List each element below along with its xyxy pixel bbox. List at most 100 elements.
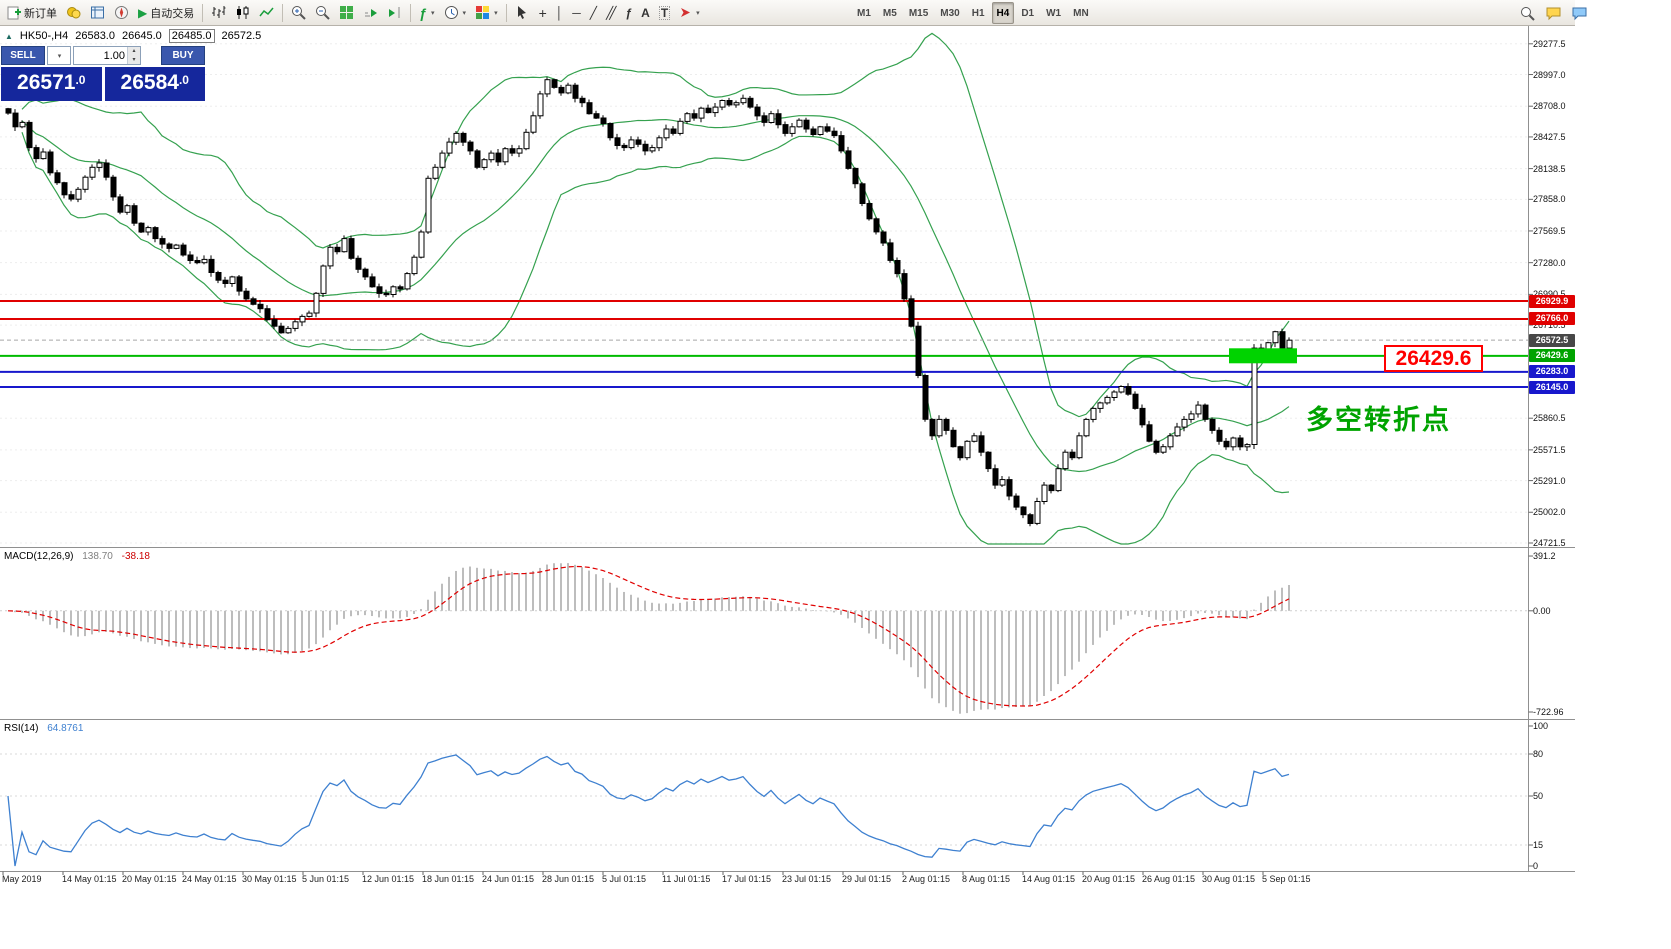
toolbar-right-group	[1516, 2, 1591, 24]
tile-windows-button[interactable]	[335, 2, 358, 24]
autotrading-button[interactable]: ▶ 自动交易	[134, 2, 198, 24]
buy-button[interactable]: BUY	[161, 46, 205, 65]
crosshair-button[interactable]: +	[535, 2, 551, 24]
sell-price-frac: .0	[75, 73, 86, 87]
data-window-icon	[91, 6, 104, 19]
navigator-icon	[115, 6, 128, 19]
bar-chart-button[interactable]	[207, 2, 230, 24]
notifications-button[interactable]	[1568, 2, 1591, 24]
zoom-in-icon	[292, 6, 306, 20]
line-chart-icon	[259, 7, 274, 17]
periods-button[interactable]: ▾	[440, 2, 471, 24]
toolbar-separator	[282, 3, 284, 22]
templates-icon	[476, 6, 490, 19]
new-order-button[interactable]: 新订单	[3, 2, 61, 24]
timeframe-m30[interactable]: M30	[940, 7, 960, 19]
vertical-line-icon: │	[555, 5, 564, 20]
timeframe-h4[interactable]: H4	[991, 2, 1015, 24]
trendline-button[interactable]: ╱	[586, 2, 601, 24]
label-button[interactable]: T	[655, 2, 674, 24]
chart-shift-icon	[389, 7, 400, 18]
quote-symbol-period: HK50-,H4	[19, 30, 69, 42]
arrow-object-icon	[681, 8, 691, 17]
chevron-down-icon: ▾	[494, 9, 498, 17]
new-order-icon	[7, 6, 21, 19]
horizontal-line-button[interactable]: ─	[568, 2, 585, 24]
order-type-dropdown[interactable]: ▾	[47, 46, 71, 65]
auto-scroll-icon	[365, 9, 378, 17]
channel-icon: ╱╱	[606, 5, 617, 20]
autotrading-play-icon: ▶	[138, 5, 148, 20]
fibonacci-icon: ƒ	[625, 5, 633, 20]
chevron-down-icon: ▾	[696, 9, 700, 17]
spinner-down-icon[interactable]: ▾	[128, 55, 140, 64]
candlestick-icon	[237, 6, 249, 19]
arrows-button[interactable]: ▾	[675, 2, 704, 24]
timeframe-m15[interactable]: M15	[908, 7, 929, 19]
line-chart-button[interactable]	[255, 2, 278, 24]
search-icon	[1521, 6, 1535, 21]
vertical-line-button[interactable]: │	[552, 2, 568, 24]
buy-price: 26584	[120, 71, 179, 94]
chart-shift-button[interactable]	[383, 2, 406, 24]
channel-button[interactable]: ╱╱	[602, 2, 620, 24]
toolbar-separator	[202, 3, 204, 22]
buy-price-frac: .0	[178, 73, 189, 87]
market-watch-button[interactable]	[62, 2, 85, 24]
volume-field[interactable]: 1.00 ▴ ▾	[73, 46, 141, 65]
quote-high: 26645.0	[121, 30, 162, 42]
timeframe-d1[interactable]: D1	[1021, 7, 1035, 19]
zoom-out-button[interactable]	[311, 2, 334, 24]
quote-line: ▲ HK50-,H4 26583.0 26645.0 26485.0 26572…	[5, 29, 261, 43]
symbol-arrow-icon: ▲	[5, 31, 13, 41]
spinner-up-icon[interactable]: ▴	[128, 47, 140, 56]
templates-button[interactable]: ▾	[471, 2, 502, 24]
navigator-button[interactable]	[110, 2, 133, 24]
toolbar-separator	[505, 3, 507, 22]
chevron-down-icon: ▾	[431, 9, 435, 17]
clock-icon	[444, 6, 458, 19]
timeframe-group: M1 M5 M15 M30 H1 H4 D1 W1 MN	[852, 2, 1094, 24]
autotrading-label: 自动交易	[150, 7, 195, 20]
chat-bubble-icon	[1546, 7, 1561, 20]
quote-open: 26583.0	[75, 30, 115, 42]
volume-value: 1.00	[103, 50, 125, 62]
sell-price: 26571	[17, 71, 76, 94]
timeframe-h1[interactable]: H1	[971, 7, 985, 19]
fibonacci-button[interactable]: ƒ	[621, 2, 636, 24]
volume-spinner[interactable]: ▴ ▾	[127, 47, 140, 64]
new-order-label: 新订单	[24, 7, 57, 20]
trendline-icon: ╱	[589, 5, 598, 20]
one-click-trading-panel: SELL ▾ 1.00 ▴ ▾ BUY 26571 .0 26584 .0	[1, 46, 205, 101]
macd-indicator-label: MACD(12,26,9) 138.70 -38.18	[4, 551, 150, 562]
timeframe-m1[interactable]: M1	[857, 7, 871, 19]
buy-price-panel[interactable]: 26584 .0	[104, 67, 205, 101]
timeframe-m5[interactable]: M5	[882, 7, 897, 19]
text-icon: A	[641, 5, 650, 20]
community-button[interactable]	[1542, 2, 1565, 24]
horizontal-line-icon: ─	[572, 5, 581, 20]
timeframe-w1[interactable]: W1	[1046, 7, 1062, 19]
turning-point-label: 多空转折点	[1306, 405, 1451, 435]
rsi-name: RSI(14)	[4, 723, 39, 734]
data-window-button[interactable]	[86, 2, 109, 24]
sell-button[interactable]: SELL	[1, 46, 45, 65]
indicators-button[interactable]: ƒ ▾	[415, 2, 438, 24]
market-watch-icon	[67, 7, 81, 19]
crosshair-icon: +	[538, 4, 547, 21]
macd-name: MACD(12,26,9)	[4, 551, 74, 562]
timeframe-mn[interactable]: MN	[1073, 7, 1089, 19]
text-button[interactable]: A	[637, 2, 654, 24]
label-icon: T	[658, 5, 671, 20]
tile-windows-icon	[340, 6, 354, 19]
candlestick-button[interactable]	[231, 2, 254, 24]
search-button[interactable]	[1516, 2, 1539, 24]
cursor-button[interactable]	[511, 2, 534, 24]
sell-price-panel[interactable]: 26571 .0	[1, 67, 102, 101]
zoom-in-button[interactable]	[287, 2, 310, 24]
auto-scroll-button[interactable]	[359, 2, 382, 24]
chevron-down-icon: ▾	[462, 9, 467, 17]
megaphone-icon	[1572, 7, 1587, 20]
quote-low: 26485.0	[168, 29, 215, 43]
